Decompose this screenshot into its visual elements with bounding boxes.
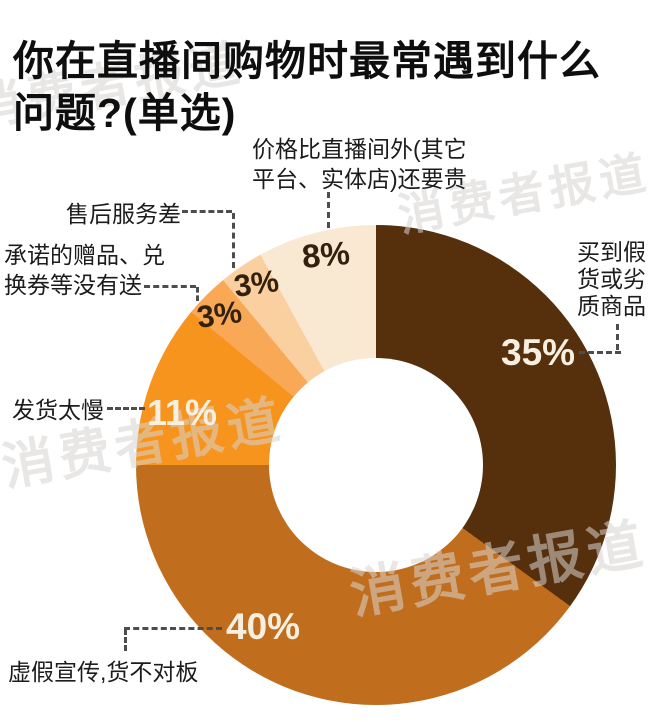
label-after-sales: 售后服务差 bbox=[66, 201, 181, 227]
value-label-slow-shipping: 11% bbox=[147, 392, 218, 433]
value-label-after-sales: 3% bbox=[231, 263, 281, 304]
label-price-higher: 价格比直播间外(其它 平台、实体店)还要贵 bbox=[252, 134, 467, 194]
value-label-fake-goods: 35% bbox=[501, 332, 576, 373]
connector-slow-shipping-line bbox=[107, 407, 145, 410]
label-price-higher-line2: 平台、实体店)还要贵 bbox=[252, 166, 467, 192]
page-title-line2: 问题?(单选) bbox=[13, 90, 237, 137]
connector-fake-goods-line bbox=[579, 351, 621, 354]
label-gifts-not-sent: 承诺的赠品、兑 换券等没有送 bbox=[4, 240, 165, 300]
connector-gifts-line bbox=[144, 285, 196, 288]
label-gifts-not-sent-line2: 换券等没有送 bbox=[4, 272, 142, 298]
connector-false-ad-line bbox=[124, 627, 222, 630]
page-title: 你在直播间购物时最常遇到什么 问题?(单选) bbox=[13, 35, 643, 139]
label-fake-goods-line1: 买到假 bbox=[577, 239, 646, 265]
donut-chart-hole bbox=[269, 358, 483, 572]
label-fake-goods: 买到假 货或劣 质商品 bbox=[577, 239, 646, 320]
connector-false-ad-line bbox=[124, 629, 127, 651]
value-label-price-higher: 8% bbox=[300, 233, 352, 276]
connector-after-sales-line bbox=[232, 213, 235, 268]
label-fake-goods-line3: 质商品 bbox=[577, 293, 646, 319]
label-false-advertising: 虚假宣传,货不对板 bbox=[8, 659, 199, 685]
label-fake-goods-line2: 货或劣 bbox=[577, 266, 646, 292]
label-gifts-not-sent-line1: 承诺的赠品、兑 bbox=[4, 242, 165, 268]
connector-gifts-line bbox=[196, 287, 199, 301]
page-title-line1: 你在直播间购物时最常遇到什么 bbox=[13, 38, 601, 85]
connector-after-sales-line bbox=[182, 210, 232, 213]
label-slow-shipping: 发货太慢 bbox=[12, 397, 104, 423]
label-price-higher-line1: 价格比直播间外(其它 bbox=[252, 136, 467, 162]
value-label-false-advertising: 40% bbox=[226, 606, 301, 647]
connector-fake-goods-line bbox=[616, 324, 619, 350]
connector-price-line bbox=[327, 192, 330, 228]
